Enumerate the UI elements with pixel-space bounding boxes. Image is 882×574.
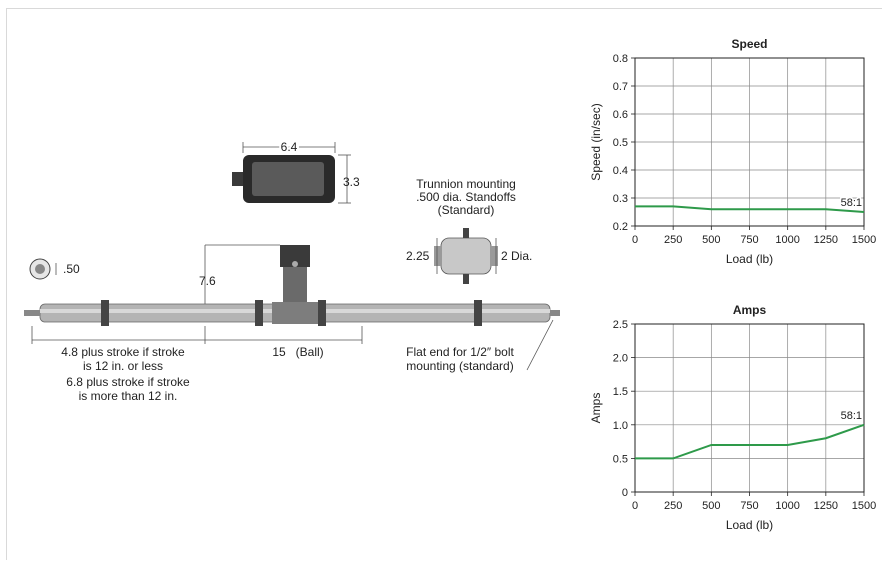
x-tick-label: 500 — [702, 234, 720, 246]
controller-connector — [232, 172, 243, 186]
stroke-note-3: 6.8 plus stroke if stroke — [66, 375, 190, 389]
trunnion-title-1: Trunnion mounting — [416, 177, 516, 191]
y-axis-label: Speed (in/sec) — [589, 103, 603, 180]
y-tick-label: 1.5 — [613, 386, 628, 398]
x-axis-label: Load (lb) — [726, 518, 773, 532]
height-dim-label: 3.3 — [343, 175, 360, 189]
y-tick-label: 0.3 — [613, 193, 628, 205]
trunnion-dia-label: 2 Dia. — [501, 249, 532, 263]
chart-title: Amps — [733, 303, 767, 317]
series-label: 58:1 — [841, 197, 862, 209]
x-tick-label: 1250 — [814, 234, 838, 246]
trunnion-standoff-top — [463, 228, 469, 238]
y-tick-label: 1.0 — [613, 420, 628, 432]
stroke-note-1: 4.8 plus stroke if stroke — [61, 345, 185, 359]
hole-inner — [35, 264, 45, 274]
trunnion-title-3: (Standard) — [438, 203, 495, 217]
rod-end-left — [24, 310, 40, 316]
x-tick-label: 750 — [740, 500, 758, 512]
trunnion-standoff-bottom — [463, 274, 469, 284]
gearbox-block — [272, 302, 318, 324]
y-tick-label: 2.5 — [613, 319, 628, 331]
x-tick-label: 250 — [664, 500, 682, 512]
y-tick-label: 0.6 — [613, 109, 628, 121]
actuator-drawing: 6.4 3.3 Trunnion mounting .500 dia. Stan… — [0, 0, 580, 567]
y-tick-label: 2.0 — [613, 353, 628, 365]
bottom-dimensions: 4.8 plus stroke if stroke is 12 in. or l… — [32, 320, 553, 403]
x-axis-label: Load (lb) — [726, 252, 773, 266]
motor-port — [292, 261, 298, 267]
x-tick-label: 1500 — [852, 500, 876, 512]
flat-end-note-1: Flat end for 1/2″ bolt — [406, 345, 514, 359]
ball-dim-label: 15 (Ball) — [272, 345, 323, 359]
collar-3 — [318, 300, 326, 326]
chart-title: Speed — [731, 37, 767, 51]
x-tick-label: 0 — [632, 234, 638, 246]
x-tick-label: 250 — [664, 234, 682, 246]
flat-end-note-2: mounting (standard) — [406, 359, 513, 373]
series-label: 58:1 — [841, 410, 862, 422]
stroke-note-2: is 12 in. or less — [83, 359, 163, 373]
rod-end-right — [550, 310, 560, 316]
collar-1 — [101, 300, 109, 326]
x-tick-label: 750 — [740, 234, 758, 246]
x-tick-label: 1250 — [814, 500, 838, 512]
hole-dim-label: .50 — [63, 262, 80, 276]
hole-detail: .50 — [30, 259, 80, 279]
speed-chart: Speed 0 250 500 750 1000 1250 1500 0.2 0.3 0.4 0.5 0… — [580, 28, 880, 308]
y-tick-label: 0.5 — [613, 137, 628, 149]
width-dim-label: 6.4 — [281, 140, 298, 154]
flat-end-leader — [527, 320, 553, 370]
x-tick-label: 1500 — [852, 234, 876, 246]
actuator-tube — [24, 300, 560, 326]
stroke-note-4: is more than 12 in. — [79, 389, 178, 403]
controller-box: 6.4 3.3 — [232, 140, 360, 203]
x-tick-label: 1000 — [775, 500, 799, 512]
trunnion-detail: Trunnion mounting .500 dia. Standoffs (S… — [406, 177, 532, 284]
trunnion-height-label: 2.25 — [406, 249, 430, 263]
y-tick-label: 0.5 — [613, 453, 628, 465]
y-tick-label: 0 — [622, 487, 628, 499]
amps-chart: Amps 0 250 500 750 1000 1250 1500 0 0.5 1.0 1.5 2.0 2… — [580, 294, 880, 574]
y-tick-label: 0.4 — [613, 165, 628, 177]
y-tick-label: 0.7 — [613, 81, 628, 93]
motor-height-label: 7.6 — [199, 274, 216, 288]
x-tick-label: 0 — [632, 500, 638, 512]
trunnion-cap-right — [491, 246, 498, 266]
trunnion-cap-left — [434, 246, 441, 266]
collar-2 — [255, 300, 263, 326]
y-axis-label: Amps — [589, 393, 603, 424]
y-tick-label: 0.2 — [613, 221, 628, 233]
x-tick-label: 1000 — [775, 234, 799, 246]
trunnion-body — [441, 238, 491, 274]
y-tick-label: 0.8 — [613, 53, 628, 65]
x-tick-label: 500 — [702, 500, 720, 512]
collar-4 — [474, 300, 482, 326]
trunnion-title-2: .500 dia. Standoffs — [416, 190, 516, 204]
controller-screen — [252, 162, 324, 196]
